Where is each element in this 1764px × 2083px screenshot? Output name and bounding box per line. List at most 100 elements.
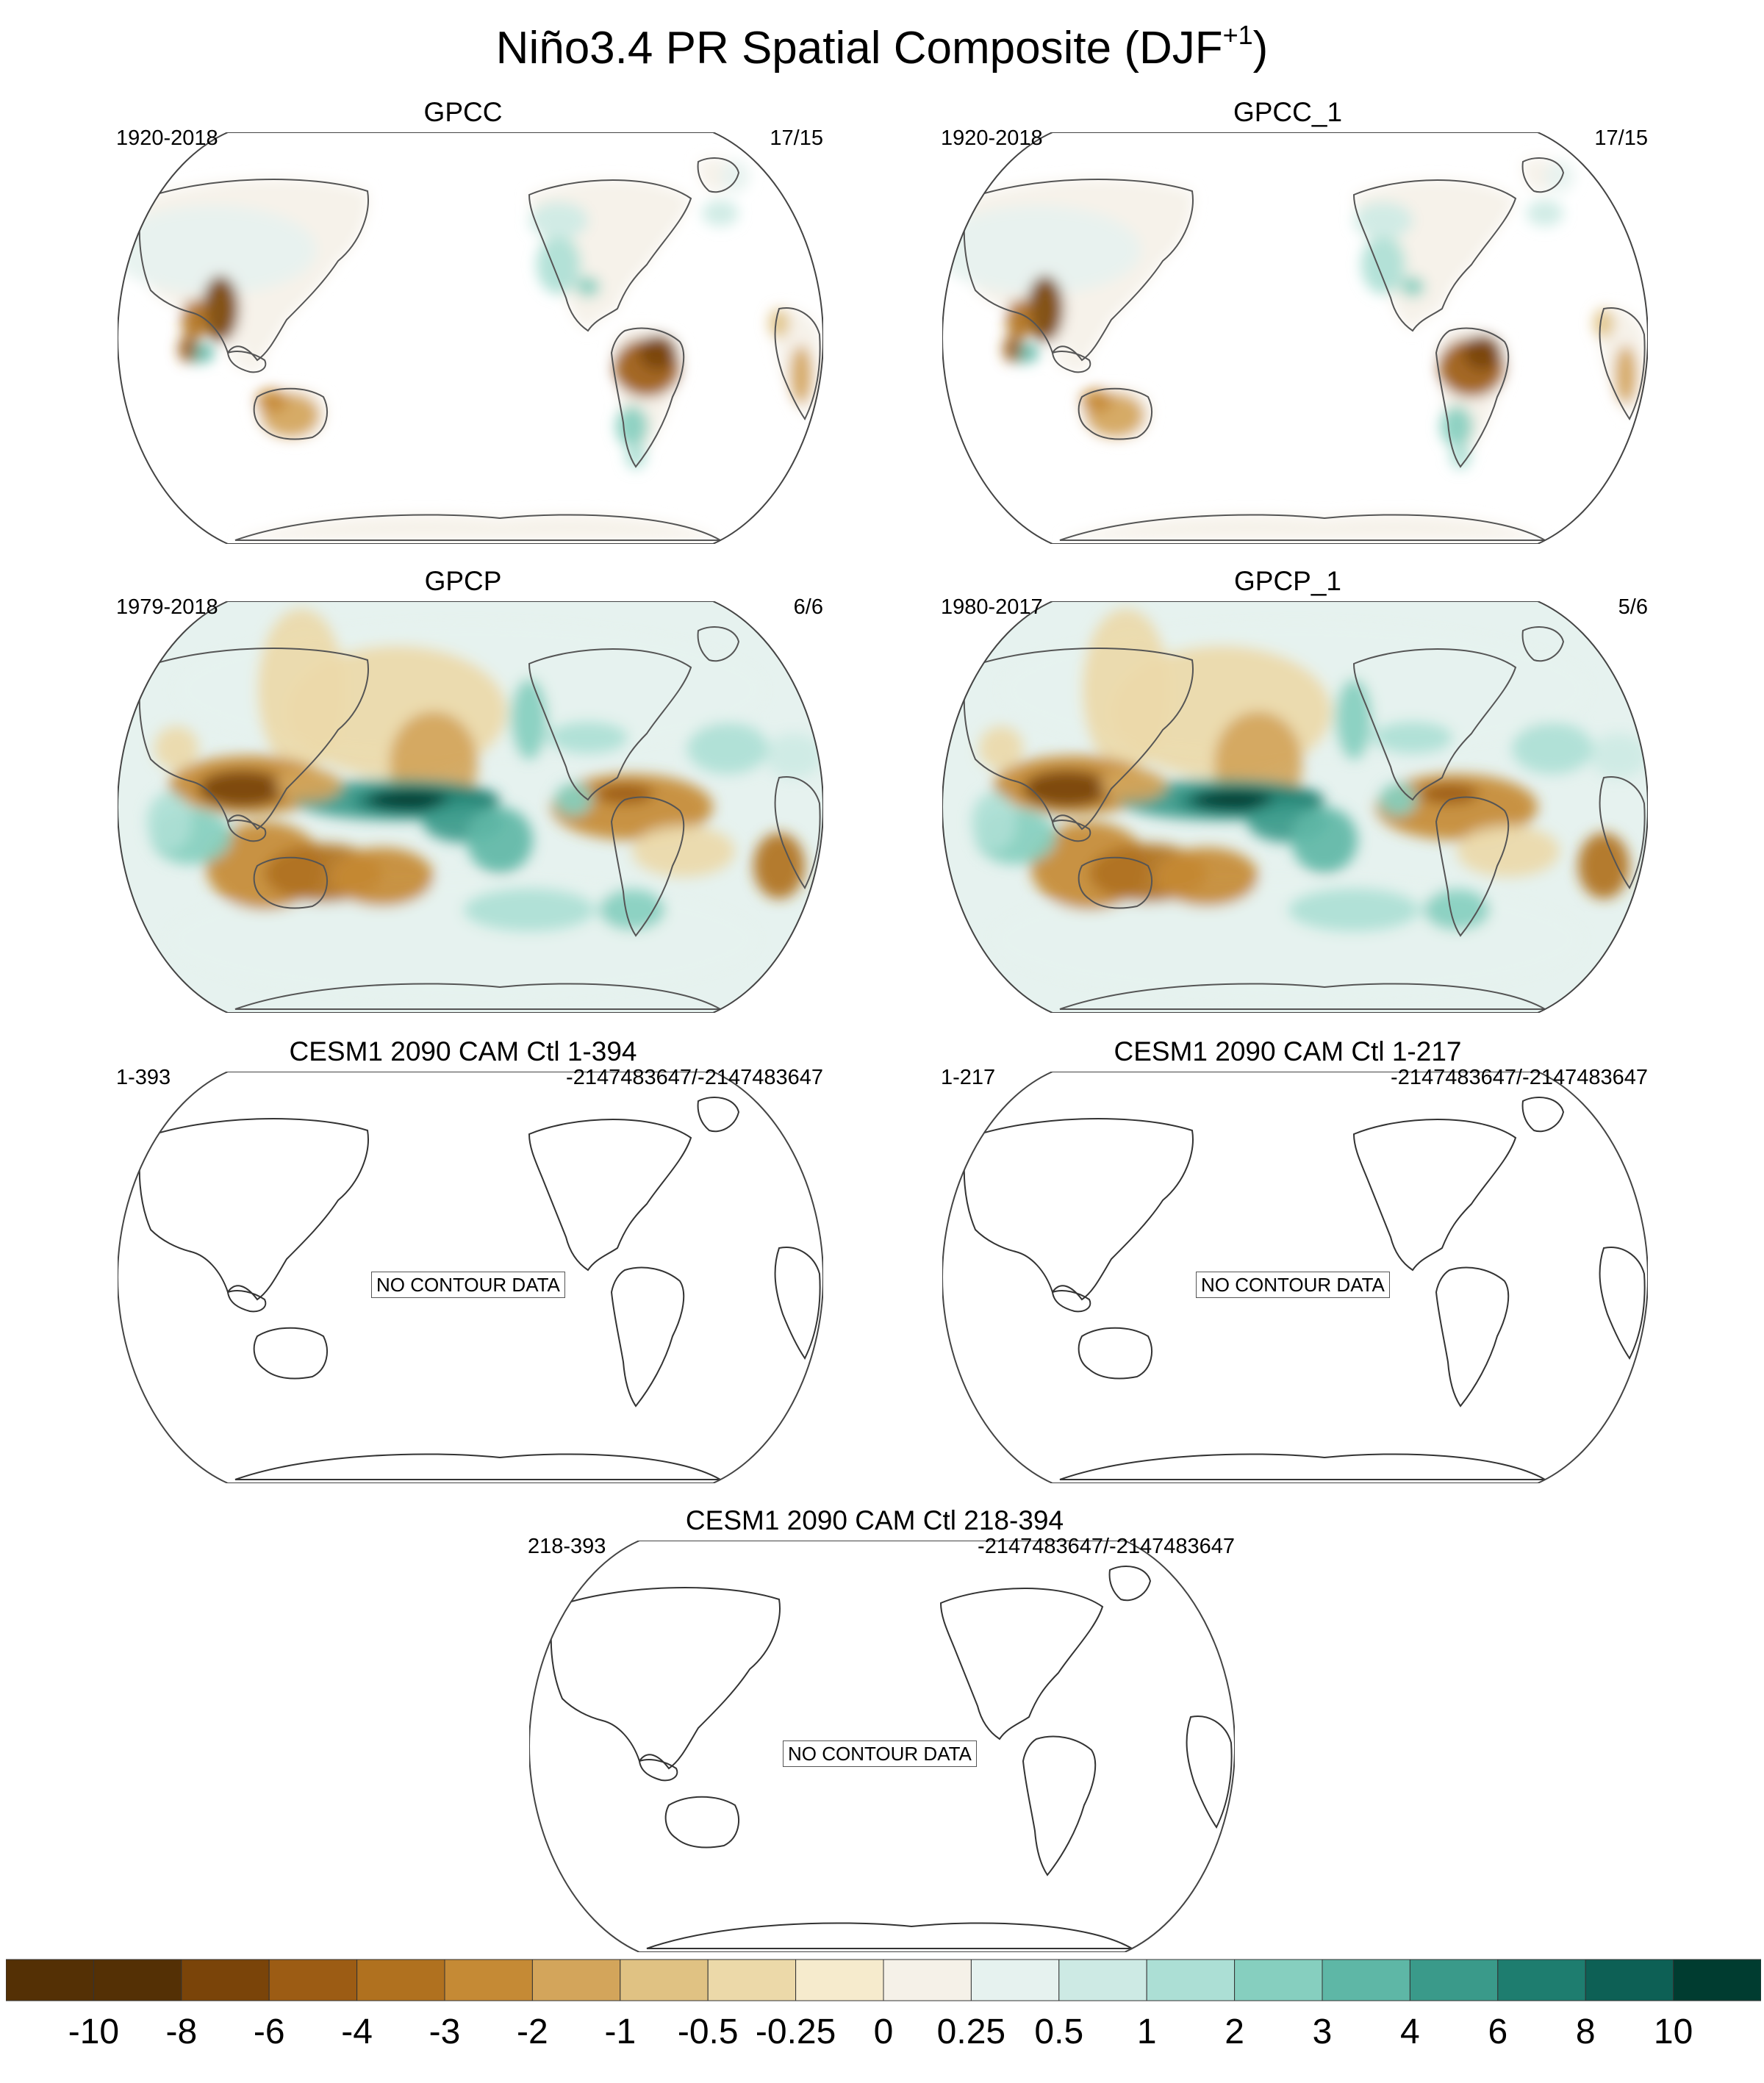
anomaly-region (1380, 784, 1416, 816)
anomaly-region (632, 825, 735, 877)
anomaly-shading (118, 158, 820, 540)
anomaly-shading (972, 609, 1648, 998)
map-frame (529, 1541, 1235, 1952)
anomaly-region (118, 206, 316, 294)
coastline-australia (1078, 856, 1152, 909)
anomaly-region (551, 774, 713, 840)
world-map (118, 601, 823, 1013)
anomaly-region (182, 299, 208, 340)
coastline-asia (138, 179, 369, 362)
colorbar-swatch (620, 1959, 709, 2001)
coastline-maritime-continent (226, 1290, 267, 1313)
anomaly-region (1354, 202, 1413, 239)
map-frame (118, 601, 823, 1013)
land-base-maritime-continent (228, 351, 266, 373)
coastline-north-america (939, 1588, 1104, 1740)
map-frame (942, 1072, 1648, 1483)
coastline-africa (1599, 307, 1646, 420)
colorbar-label: 10 (1653, 2012, 1693, 2051)
anomaly-region (467, 807, 533, 873)
coastline-antarctica (234, 514, 723, 541)
coastlines (550, 1566, 1233, 1949)
panel-count-label: 5/6 (1618, 595, 1648, 619)
coastline-australia (1078, 387, 1152, 440)
coastline-antarctica (234, 1453, 723, 1480)
anomaly-shading (942, 158, 1645, 540)
colorbar-label: 6 (1488, 2012, 1508, 2051)
anomaly-region (1006, 299, 1033, 340)
anomaly-region (1512, 723, 1593, 774)
panel-period-label: 1979-2018 (116, 595, 218, 619)
coastline-africa (1186, 1715, 1233, 1829)
land-base-maritime-continent (1053, 351, 1091, 373)
anomaly-region (979, 726, 1023, 770)
precip-anomaly-field (118, 158, 820, 540)
colorbar-label: 0.5 (1034, 2012, 1084, 2051)
anomaly-region (529, 202, 588, 239)
anomaly-region (511, 678, 548, 759)
anomaly-region (1080, 389, 1113, 412)
map-panel-cesm1-1-394: CESM1 2090 CAM Ctl 1-394 1-393 -21474836… (96, 1035, 831, 1491)
panel-title: CESM1 2090 CAM Ctl 1-217 (1114, 1036, 1462, 1066)
coastline-antarctica (1059, 514, 1548, 541)
colorbar-labels: -10 -8 -6 -4 -3 -2 -1 -0.5 -0.25 0 0.25 0.5 1 2 3 4 6 8 10 (0, 2010, 1764, 2062)
anomaly-region (720, 160, 750, 193)
colorbar-swatch (93, 1959, 182, 2001)
map-panel-gpcc-1: GPCC_1 1920-2018 17/15 (920, 96, 1655, 551)
anomaly-region (942, 206, 1141, 294)
coastline-australia (253, 387, 328, 440)
title-text: Niño3.4 PR Spatial Composite (DJF (495, 23, 1223, 74)
panel-period-label: 218-393 (528, 1535, 606, 1558)
anomaly-region (1003, 336, 1021, 362)
anomaly-region (764, 734, 823, 778)
colorbar-swatch (6, 1959, 94, 2001)
anomaly-region (1615, 345, 1637, 404)
coastline-greenland (1521, 1097, 1565, 1133)
panel-period-label: 1920-2018 (941, 126, 1043, 150)
map-panel-gpcc: GPCC 1920-2018 17/15 (96, 96, 831, 551)
coastline-africa (1599, 1247, 1646, 1360)
colorbar-swatch (707, 1959, 797, 2001)
colorbar-label: 2 (1225, 2012, 1244, 2051)
precip-anomaly-field (972, 609, 1648, 998)
anomaly-region (1100, 769, 1166, 801)
land-base-antarctica (1060, 515, 1545, 540)
coastlines (963, 1097, 1646, 1480)
coastline-maritime-continent (638, 1759, 678, 1782)
coastline-australia (253, 1327, 328, 1380)
coastline-north-america (1352, 179, 1517, 332)
anomaly-region (1578, 833, 1629, 899)
coastline-greenland (697, 626, 740, 662)
no-contour-data-label: NO CONTOUR DATA (783, 1740, 977, 1767)
colorbar-label: 8 (1575, 2012, 1596, 2051)
anomaly-region (202, 276, 239, 342)
anomaly-region (555, 784, 592, 816)
colorbar-swatch (970, 1959, 1060, 2001)
coastline-antarctica (1059, 983, 1548, 1010)
map-frame (942, 132, 1648, 544)
anomaly-region (1192, 789, 1273, 810)
anomaly-region (1376, 774, 1538, 840)
colorbar-swatch (268, 1959, 358, 2001)
anomaly-region (687, 723, 768, 774)
anomaly-region (1361, 235, 1405, 294)
anomaly-region (599, 889, 665, 931)
colorbar-label: 4 (1400, 2012, 1420, 2051)
anomaly-region (331, 847, 434, 906)
coastline-africa (774, 776, 821, 889)
coastline-north-america (528, 648, 692, 801)
coastline-south-america (610, 327, 685, 468)
anomaly-region (1335, 678, 1372, 759)
panel-period-label: 1980-2017 (941, 595, 1043, 619)
anomaly-region (154, 726, 198, 770)
anomaly-region (276, 769, 342, 801)
anomaly-region (537, 235, 581, 294)
colorbar-swatch (1497, 1959, 1586, 2001)
anomaly-region (1593, 309, 1614, 338)
coastline-australia (253, 856, 328, 909)
coastline-africa (1599, 776, 1646, 889)
coastline-antarctica (646, 1922, 1135, 1949)
panel-title: CESM1 2090 CAM Ctl 218-394 (685, 1505, 1064, 1535)
coastlines (138, 626, 821, 1010)
colorbar-label: -8 (165, 2012, 198, 2051)
